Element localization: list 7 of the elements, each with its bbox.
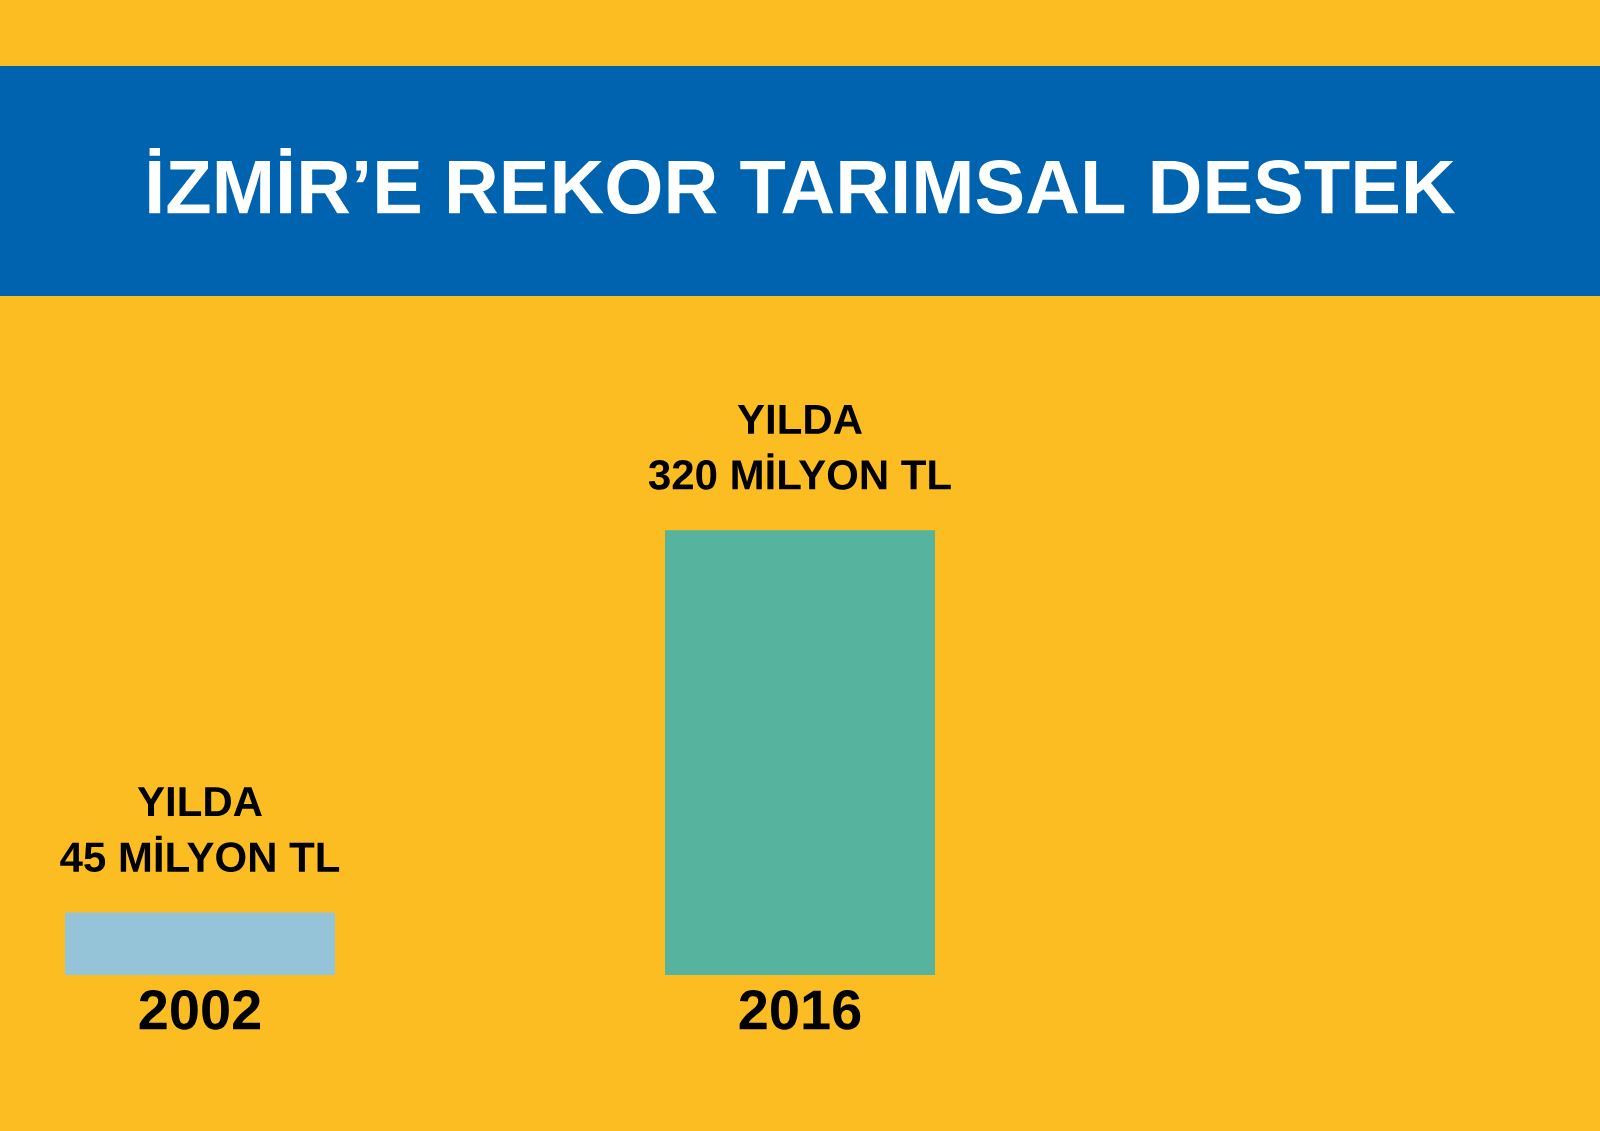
chart-title: İZMİR’E REKOR TARIMSAL DESTEK	[149, 148, 1456, 214]
data-label: 320 MİLYON TL	[648, 453, 951, 490]
x-tick-label: 2002	[139, 990, 261, 1030]
data-label: 45 MİLYON TL	[60, 835, 340, 873]
annotation: YILDA	[137, 787, 262, 817]
x-tick-label: 2016	[739, 990, 861, 1030]
annotation: YILDA	[737, 404, 862, 434]
